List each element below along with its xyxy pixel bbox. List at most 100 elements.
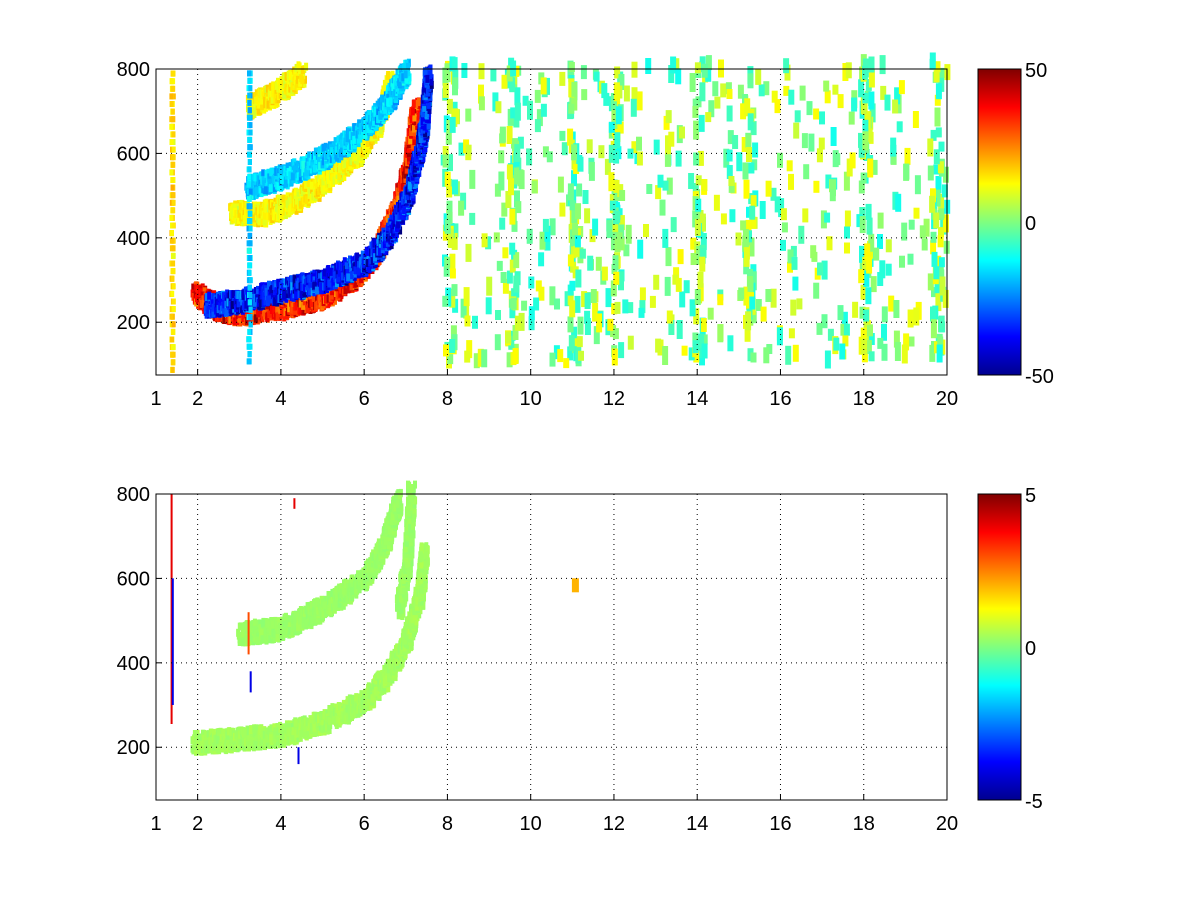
heatmap-cell — [389, 214, 394, 223]
heatmap-cell — [350, 271, 355, 280]
heatmap-cell — [327, 279, 332, 288]
heatmap-cell — [344, 262, 349, 271]
heatmap-cell — [278, 211, 283, 220]
heatmap-cell — [385, 238, 390, 247]
heatmap-cell — [370, 245, 375, 254]
heatmap-cell — [269, 306, 274, 314]
heatmap-cell — [260, 282, 265, 291]
heatmap-cell — [314, 286, 319, 295]
heatmap-cell — [270, 291, 275, 300]
heatmap-cell — [336, 274, 341, 283]
heatmap-cell — [422, 84, 427, 93]
heatmap-cell — [309, 299, 314, 308]
heatmap-cell — [422, 122, 427, 131]
heatmap-cell — [264, 198, 269, 207]
heatmap-cell — [301, 301, 306, 310]
heatmap-cell — [312, 281, 317, 290]
heatmap-cell — [337, 268, 342, 277]
heatmap-cell — [264, 287, 269, 296]
heatmap-cell — [359, 275, 364, 284]
heatmap-cell — [399, 211, 404, 220]
heatmap-cell — [370, 257, 375, 266]
heatmap-cell — [226, 298, 231, 307]
heatmap-cell — [346, 273, 351, 282]
heatmap-cell — [266, 211, 271, 220]
heatmap-cell — [222, 316, 227, 324]
heatmap-cell — [308, 274, 313, 283]
heatmap-cell — [323, 268, 327, 277]
heatmap-cell — [263, 215, 268, 224]
heatmap-top-cells — [169, 52, 951, 373]
heatmap-cell — [340, 272, 345, 281]
heatmap-cell — [426, 100, 431, 109]
heatmap-cell — [294, 196, 299, 205]
heatmap-cell — [406, 148, 411, 157]
heatmap-cell — [294, 200, 299, 209]
heatmap-cell — [290, 282, 295, 291]
heatmap-cell — [205, 293, 209, 302]
heatmap-cell — [243, 215, 248, 223]
heatmap-cell — [396, 195, 401, 204]
heatmap-cell — [279, 206, 283, 215]
heatmap-cell — [262, 308, 266, 317]
heatmap-cell — [276, 278, 281, 287]
heatmap-cell — [267, 280, 271, 289]
heatmap-cell — [303, 284, 308, 293]
heatmap-cell — [282, 290, 287, 299]
heatmap-cell — [289, 196, 294, 205]
heatmap-cell — [333, 274, 338, 283]
heatmap-cell — [359, 256, 364, 265]
heatmap-cell — [281, 194, 286, 203]
heatmap-cell — [349, 282, 354, 291]
heatmap-cell — [298, 299, 303, 308]
heatmap-cell — [308, 279, 313, 288]
heatmap-cell — [210, 299, 215, 308]
heatmap-cell — [256, 288, 261, 297]
heatmap-cell — [412, 137, 417, 146]
heatmap-cell — [274, 287, 279, 296]
heatmap-cell — [211, 309, 216, 318]
heatmap-cell — [378, 240, 383, 249]
heatmap-cell — [317, 193, 322, 202]
heatmap-cell — [318, 282, 323, 291]
heatmap-cell — [418, 135, 423, 143]
heatmap-cell — [426, 121, 431, 130]
heatmap-cell — [260, 314, 265, 323]
heatmap-cell — [214, 314, 219, 323]
heatmap-cell — [308, 287, 313, 296]
heatmap-cell — [326, 294, 331, 303]
heatmap-cell — [400, 181, 405, 190]
heatmap-cell — [317, 273, 322, 282]
heatmap-cell — [222, 292, 226, 301]
heatmap-cell — [395, 213, 399, 222]
heatmap-cell — [329, 291, 334, 300]
heatmap-cell — [262, 211, 267, 220]
heatmap-cell — [405, 164, 410, 173]
heatmap-cell — [231, 290, 236, 299]
heatmap-cell — [366, 263, 371, 272]
heatmap-cell — [224, 308, 229, 317]
heatmap-cell — [298, 200, 303, 209]
heatmap-cell — [403, 170, 408, 179]
heatmap-cell — [343, 286, 348, 294]
heatmap-cell — [191, 283, 196, 292]
heatmap-cell — [329, 267, 334, 276]
heatmap-cell — [386, 233, 390, 242]
heatmap-cell — [236, 291, 241, 299]
heatmap-cell — [258, 299, 263, 308]
heatmap-cell — [410, 107, 415, 116]
heatmap-cell — [241, 302, 246, 311]
heatmap-cell — [365, 259, 370, 267]
heatmap-cell — [279, 294, 284, 303]
heatmap-cell — [336, 262, 341, 271]
heatmap-cell — [257, 217, 262, 226]
heatmap-cell — [333, 296, 337, 305]
heatmap-cell — [295, 280, 300, 289]
heatmap-cell — [416, 98, 421, 107]
heatmap-cell — [263, 297, 268, 306]
heatmap-cell — [421, 108, 426, 117]
heatmap-cell — [195, 294, 199, 303]
heatmap-cell — [232, 203, 237, 212]
heatmap-cell — [266, 295, 271, 304]
